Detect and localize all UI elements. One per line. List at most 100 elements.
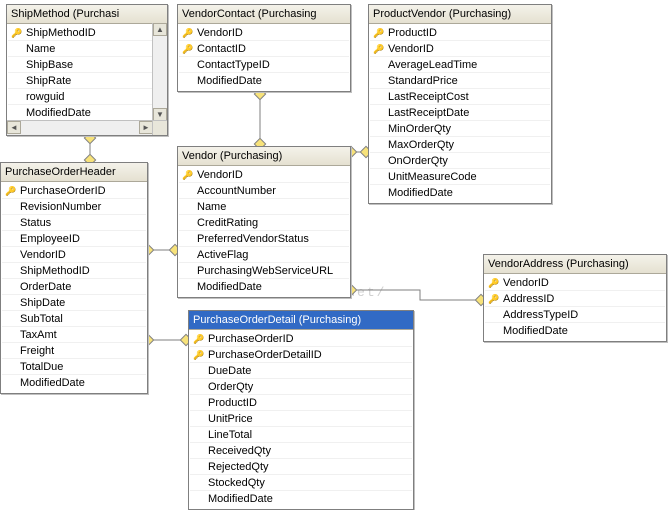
column-row[interactable]: 🔑ShipMethodID [8,25,152,41]
column-name: OrderDate [18,281,144,293]
table-shipmethod[interactable]: ShipMethod (Purchasi🔑ShipMethodIDNameShi… [6,4,168,136]
column-row[interactable]: ShipRate [8,73,152,89]
column-row[interactable]: TotalDue [2,359,146,375]
column-row[interactable]: ProductID [190,395,412,411]
column-row[interactable]: ContactTypeID [179,57,349,73]
column-row[interactable]: ActiveFlag [179,247,349,263]
table-vendorcontact[interactable]: VendorContact (Purchasing🔑VendorID🔑Conta… [177,4,351,92]
table-title[interactable]: PurchaseOrderHeader [1,163,147,182]
column-row[interactable]: LineTotal [190,427,412,443]
column-name: TotalDue [18,361,144,373]
table-title[interactable]: Vendor (Purchasing) [178,147,350,166]
column-name: LastReceiptDate [386,107,548,119]
column-row[interactable]: MinOrderQty [370,121,550,137]
column-row[interactable]: DueDate [190,363,412,379]
column-name: ReceivedQty [206,445,410,457]
column-row[interactable]: Freight [2,343,146,359]
column-name: ModifiedDate [18,377,144,389]
primary-key-icon: 🔑 [181,43,195,55]
column-row[interactable]: ShipMethodID [2,263,146,279]
column-row[interactable]: 🔑ProductID [370,25,550,41]
column-name: StockedQty [206,477,410,489]
column-row[interactable]: ModifiedDate [190,491,412,506]
column-row[interactable]: 🔑PurchaseOrderID [190,331,412,347]
column-row[interactable]: Name [179,199,349,215]
column-row[interactable]: AverageLeadTime [370,57,550,73]
column-name: ModifiedDate [195,75,347,87]
column-row[interactable]: AccountNumber [179,183,349,199]
column-row[interactable]: OnOrderQty [370,153,550,169]
column-row[interactable]: 🔑VendorID [370,41,550,57]
scroll-up-icon[interactable]: ▲ [153,23,167,36]
column-row[interactable]: StockedQty [190,475,412,491]
column-row[interactable]: RejectedQty [190,459,412,475]
primary-key-icon: 🔑 [4,185,18,197]
column-row[interactable]: PreferredVendorStatus [179,231,349,247]
column-row[interactable]: ShipDate [2,295,146,311]
table-purchaseorderdetail[interactable]: PurchaseOrderDetail (Purchasing)🔑Purchas… [188,310,414,510]
column-name: OrderQty [206,381,410,393]
column-row[interactable]: RevisionNumber [2,199,146,215]
table-title[interactable]: VendorAddress (Purchasing) [484,255,666,274]
column-name: OnOrderQty [386,155,548,167]
column-row[interactable]: VendorID [2,247,146,263]
column-row[interactable]: ModifiedDate [485,323,665,338]
column-row[interactable]: LastReceiptDate [370,105,550,121]
scroll-right-icon[interactable]: ► [139,121,153,134]
column-row[interactable]: OrderQty [190,379,412,395]
column-row[interactable]: ModifiedDate [2,375,146,390]
table-title[interactable]: ShipMethod (Purchasi [7,5,167,24]
column-row[interactable]: 🔑VendorID [485,275,665,291]
table-vendor[interactable]: Vendor (Purchasing)🔑VendorID AccountNumbe… [177,146,351,298]
column-row[interactable]: EmployeeID [2,231,146,247]
table-productvendor[interactable]: ProductVendor (Purchasing)🔑ProductID🔑Ven… [368,4,552,204]
column-name: ActiveFlag [195,249,347,261]
column-row[interactable]: 🔑PurchaseOrderDetailID [190,347,412,363]
column-row[interactable]: 🔑VendorID [179,167,349,183]
column-name: AccountNumber [195,185,347,197]
column-row[interactable]: ModifiedDate [179,279,349,294]
table-title[interactable]: ProductVendor (Purchasing) [369,5,551,24]
horizontal-scrollbar[interactable]: ◄► [7,120,153,135]
column-row[interactable]: UnitPrice [190,411,412,427]
column-row[interactable]: ModifiedDate [179,73,349,88]
column-row[interactable]: Status [2,215,146,231]
scroll-left-icon[interactable]: ◄ [7,121,21,134]
table-purchaseorderheader[interactable]: PurchaseOrderHeader🔑PurchaseOrderID Revis… [0,162,148,394]
column-row[interactable]: 🔑ContactID [179,41,349,57]
table-body: 🔑ProductID🔑VendorIDAverageLeadTime Standa… [369,24,551,201]
column-row[interactable]: SubTotal [2,311,146,327]
column-row[interactable]: StandardPrice [370,73,550,89]
table-title[interactable]: PurchaseOrderDetail (Purchasing) [189,311,413,330]
column-name: StandardPrice [386,75,548,87]
table-body: 🔑VendorID AccountNumber NameCreditRatingPr… [178,166,350,295]
column-row[interactable]: LastReceiptCost [370,89,550,105]
table-vendoraddress[interactable]: VendorAddress (Purchasing)🔑VendorID🔑Addr… [483,254,667,342]
column-name: SubTotal [18,313,144,325]
table-title[interactable]: VendorContact (Purchasing [178,5,350,24]
column-row[interactable]: ShipBase [8,57,152,73]
column-row[interactable]: UnitMeasureCode [370,169,550,185]
column-row[interactable]: 🔑VendorID [179,25,349,41]
column-row[interactable]: ReceivedQty [190,443,412,459]
column-row[interactable]: TaxAmt [2,327,146,343]
column-row[interactable]: 🔑AddressID [485,291,665,307]
column-row[interactable]: CreditRating [179,215,349,231]
column-row[interactable]: AddressTypeID [485,307,665,323]
column-name: RevisionNumber [18,201,144,213]
column-row[interactable]: rowguid [8,89,152,105]
column-row[interactable]: ModifiedDate [8,105,152,120]
column-row[interactable]: 🔑PurchaseOrderID [2,183,146,199]
vertical-scrollbar[interactable]: ▲▼ [152,23,167,121]
column-row[interactable]: OrderDate [2,279,146,295]
column-name: AddressTypeID [501,309,663,321]
column-name: Status [18,217,144,229]
scroll-corner [152,120,167,135]
column-name: VendorID [195,169,347,181]
column-row[interactable]: ModifiedDate [370,185,550,200]
column-row[interactable]: MaxOrderQty [370,137,550,153]
column-row[interactable]: Name [8,41,152,57]
column-row[interactable]: PurchasingWebServiceURL [179,263,349,279]
column-name: MinOrderQty [386,123,548,135]
column-name: UnitPrice [206,413,410,425]
